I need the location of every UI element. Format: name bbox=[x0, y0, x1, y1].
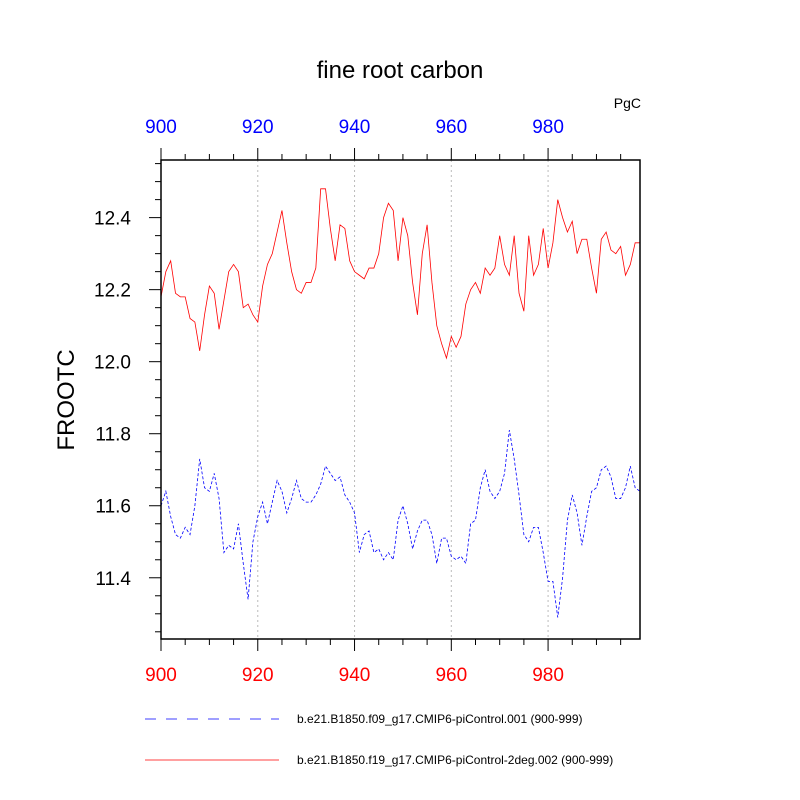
y-tick-label: 11.4 bbox=[95, 569, 131, 590]
y-tick-label: 12.0 bbox=[94, 353, 131, 374]
series-line-2 bbox=[160, 188, 640, 360]
x-tick-label-bottom: 940 bbox=[339, 665, 371, 686]
x-tick-label-top: 960 bbox=[435, 117, 467, 138]
x-tick-label-bottom: 900 bbox=[145, 665, 177, 686]
axis-ticks bbox=[149, 148, 622, 651]
x-tick-label-bottom: 920 bbox=[242, 665, 274, 686]
y-axis-label: FROOTC bbox=[53, 349, 80, 450]
legend-entry-2: b.e21.B1850.f19_g17.CMIP6-piControl-2deg… bbox=[297, 753, 613, 767]
y-tick-label: 11.6 bbox=[95, 497, 131, 518]
x-tick-label-top: 900 bbox=[145, 117, 177, 138]
x-tick-label-bottom: 980 bbox=[532, 665, 564, 686]
gridlines bbox=[257, 160, 549, 639]
y-tick-label: 11.8 bbox=[95, 425, 131, 446]
x-tick-label-top: 920 bbox=[242, 117, 274, 138]
y-tick-label: 12.4 bbox=[94, 209, 131, 230]
series-line-1 bbox=[160, 430, 641, 618]
x-tick-label-bottom: 960 bbox=[435, 665, 467, 686]
legend: b.e21.B1850.f09_g17.CMIP6-piControl.001 … bbox=[145, 712, 613, 767]
chart-title: fine root carbon bbox=[317, 57, 484, 84]
x-tick-label-top: 940 bbox=[339, 117, 371, 138]
y-tick-label: 12.2 bbox=[94, 281, 131, 302]
plot-frame bbox=[160, 159, 641, 640]
axis-tick-labels: 900 900 920 920 940 940 960 960 980 980 11.4 11.6 11… bbox=[94, 117, 564, 686]
legend-entry-1: b.e21.B1850.f09_g17.CMIP6-piControl.001 … bbox=[297, 712, 583, 726]
units-label: PgC bbox=[614, 95, 641, 111]
series-lines bbox=[160, 188, 641, 618]
x-tick-label-top: 980 bbox=[532, 117, 564, 138]
